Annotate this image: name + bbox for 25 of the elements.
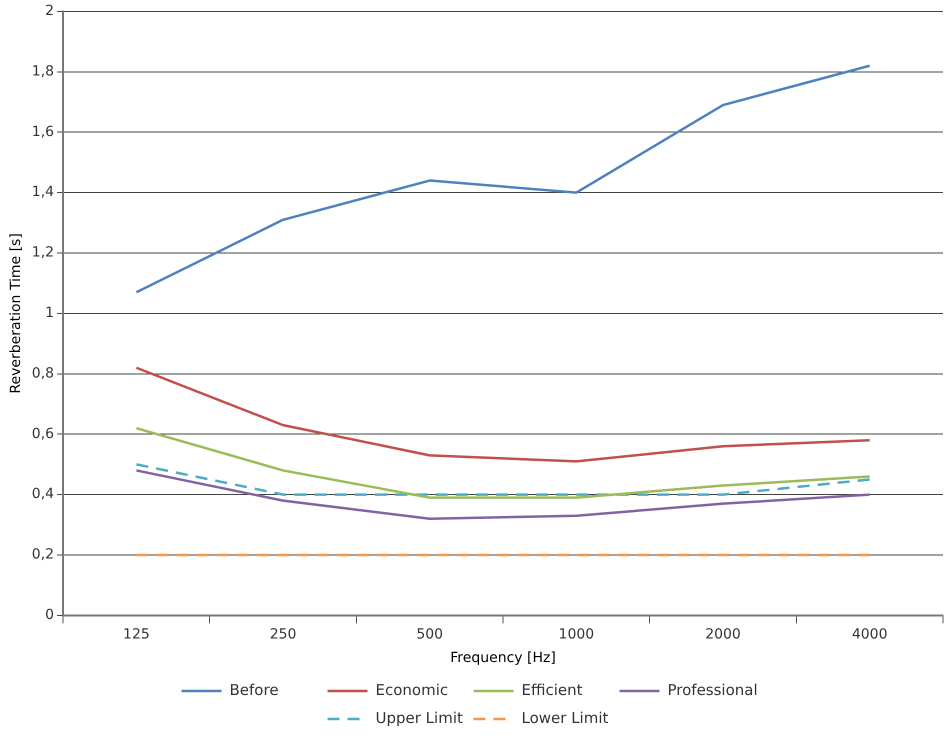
x-axis-title: Frequency [Hz] xyxy=(450,650,556,666)
y-axis-title: Reverberation Time [s] xyxy=(8,233,24,394)
x-tick-label: 4000 xyxy=(852,626,888,642)
y-tick-label: 1,4 xyxy=(32,184,54,200)
legend-label: Economic xyxy=(376,680,448,699)
y-tick-label: 1 xyxy=(45,305,54,322)
legend-label: Efficient xyxy=(522,680,583,699)
y-tick-label: 1,6 xyxy=(32,124,54,140)
y-tick-label: 1,8 xyxy=(32,63,54,80)
y-tick-label: 0,2 xyxy=(32,546,54,563)
x-tick-label: 500 xyxy=(416,626,444,642)
y-tick-label: 0,8 xyxy=(32,365,54,382)
x-tick-label: 250 xyxy=(270,626,296,642)
y-tick-label: 2 xyxy=(45,3,54,20)
legend-label: Upper Limit xyxy=(376,708,463,727)
y-tick-label: 0,4 xyxy=(32,486,54,502)
y-tick-label: 0,6 xyxy=(32,426,54,442)
x-tick-label: 1000 xyxy=(558,626,594,642)
legend-label: Before xyxy=(230,680,279,699)
legend-label: Lower Limit xyxy=(522,708,609,727)
legend-label: Professional xyxy=(668,680,758,699)
y-tick-label: 1,2 xyxy=(32,244,54,261)
x-tick-label: 2000 xyxy=(705,626,741,642)
y-tick-label: 0 xyxy=(45,607,54,624)
x-tick-label: 125 xyxy=(123,626,150,642)
